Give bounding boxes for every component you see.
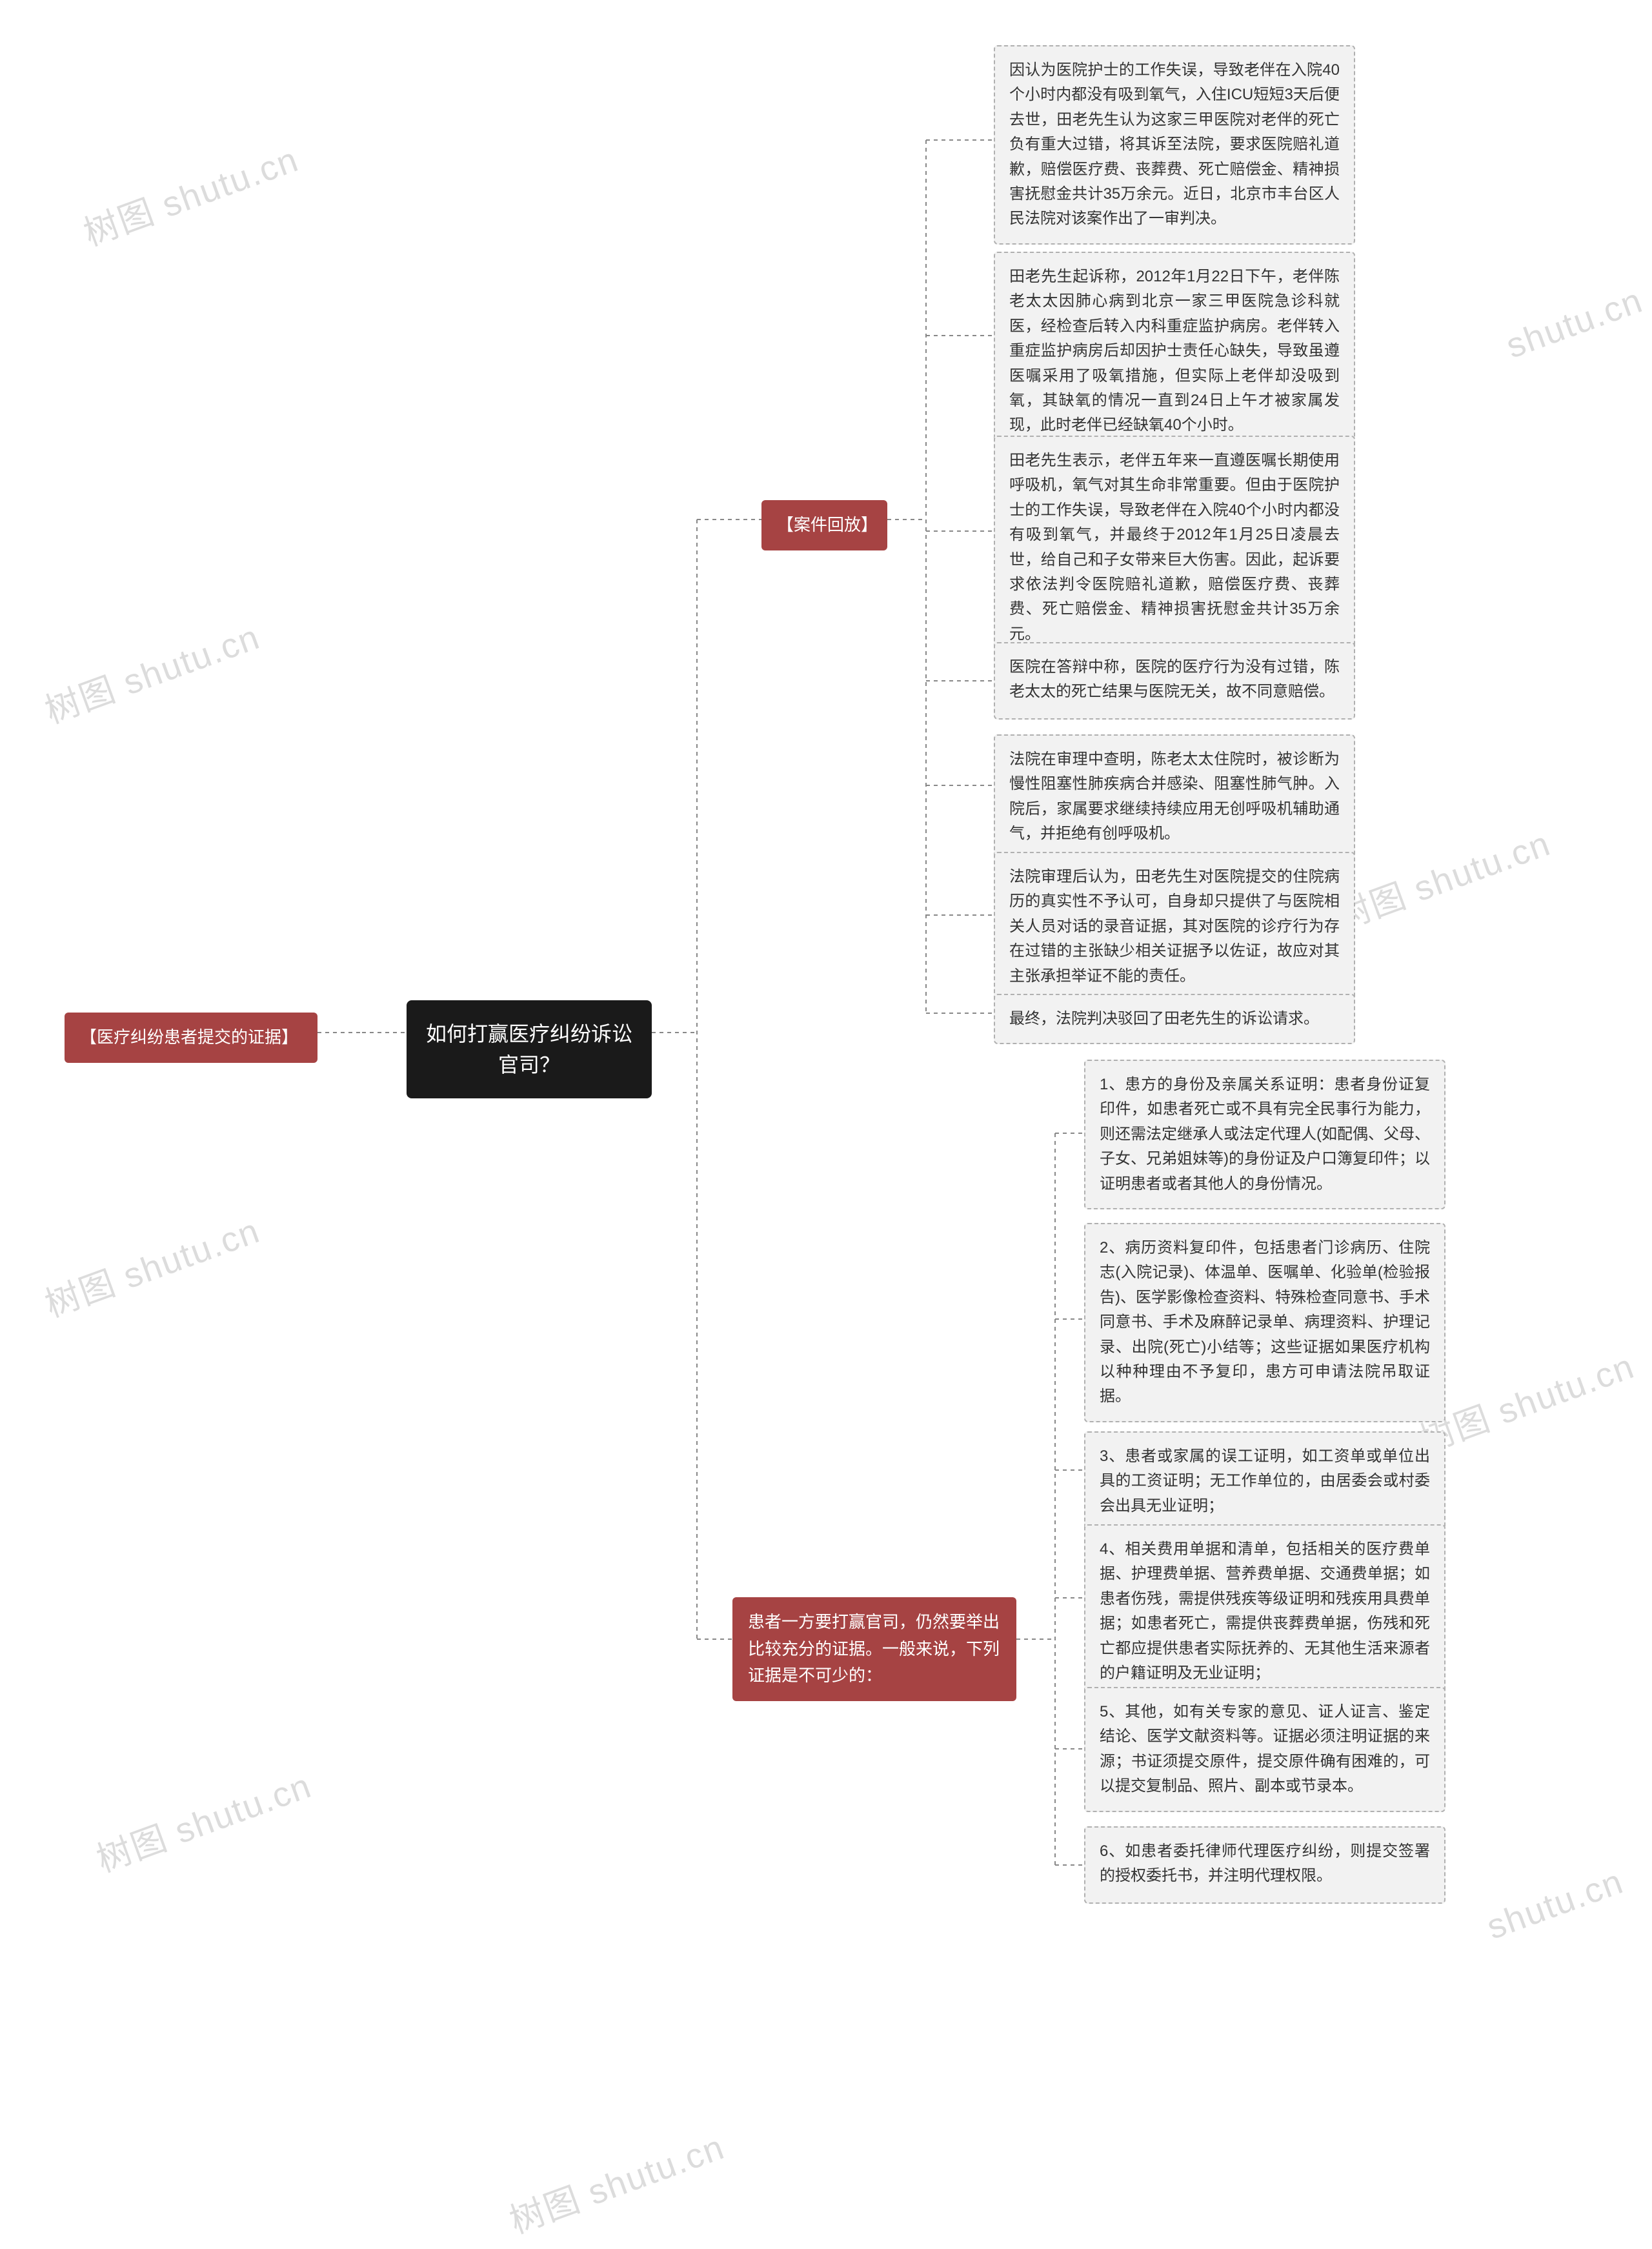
root-node: 如何打赢医疗纠纷诉讼官司？ (407, 1000, 652, 1098)
watermark: 树图 shutu.cn (37, 609, 266, 734)
branch-node: 患者一方要打赢官司，仍然要举出比较充分的证据。一般来说，下列证据是不可少的： (732, 1597, 1016, 1701)
watermark: 树图 shutu.cn (88, 1757, 317, 1882)
leaf-node: 田老先生起诉称，2012年1月22日下午，老伴陈老太太因肺心病到北京一家三甲医院… (994, 252, 1355, 451)
watermark: 树图 shutu.cn (1327, 815, 1556, 940)
leaf-node: 4、相关费用单据和清单，包括相关的医疗费单据、护理费单据、营养费单据、交通费单据… (1084, 1524, 1446, 1699)
leaf-node: 2、病历资料复印件，包括患者门诊病历、住院志(入院记录)、体温单、医嘱单、化验单… (1084, 1223, 1446, 1422)
leaf-node: 1、患方的身份及亲属关系证明：患者身份证复印件，如患者死亡或不具有完全民事行为能… (1084, 1060, 1446, 1209)
leaf-node: 3、患者或家属的误工证明，如工资单或单位出具的工资证明；无工作单位的，由居委会或… (1084, 1431, 1446, 1531)
watermark: shutu.cn (1501, 280, 1648, 367)
watermark: 树图 shutu.cn (501, 2119, 730, 2244)
leaf-node: 5、其他，如有关专家的意见、证人证言、鉴定结论、医学文献资料等。证据必须注明证据… (1084, 1687, 1446, 1812)
watermark: 树图 shutu.cn (1411, 1338, 1640, 1463)
branch-node: 【案件回放】 (761, 500, 887, 550)
leaf-node: 最终，法院判决驳回了田老先生的诉讼请求。 (994, 994, 1355, 1044)
leaf-node: 法院在审理中查明，陈老太太住院时，被诊断为慢性阻塞性肺疾病合并感染、阻塞性肺气肿… (994, 734, 1355, 860)
watermark: 树图 shutu.cn (76, 131, 305, 256)
watermark: 树图 shutu.cn (37, 1202, 266, 1327)
leaf-node: 医院在答辩中称，医院的医疗行为没有过错，陈老太太的死亡结果与医院无关，故不同意赔… (994, 642, 1355, 720)
leaf-node: 6、如患者委托律师代理医疗纠纷，则提交签署的授权委托书，并注明代理权限。 (1084, 1826, 1446, 1904)
leaf-node: 法院审理后认为，田老先生对医院提交的住院病历的真实性不予认可，自身却只提供了与医… (994, 852, 1355, 1002)
leaf-node: 因认为医院护士的工作失误，导致老伴在入院40个小时内都没有吸到氧气，入住ICU短… (994, 45, 1355, 245)
watermark: shutu.cn (1482, 1861, 1629, 1948)
leaf-node: 田老先生表示，老伴五年来一直遵医嘱长期使用呼吸机，氧气对其生命非常重要。但由于医… (994, 436, 1355, 660)
branch-left-evidence: 【医疗纠纷患者提交的证据】 (65, 1013, 317, 1063)
